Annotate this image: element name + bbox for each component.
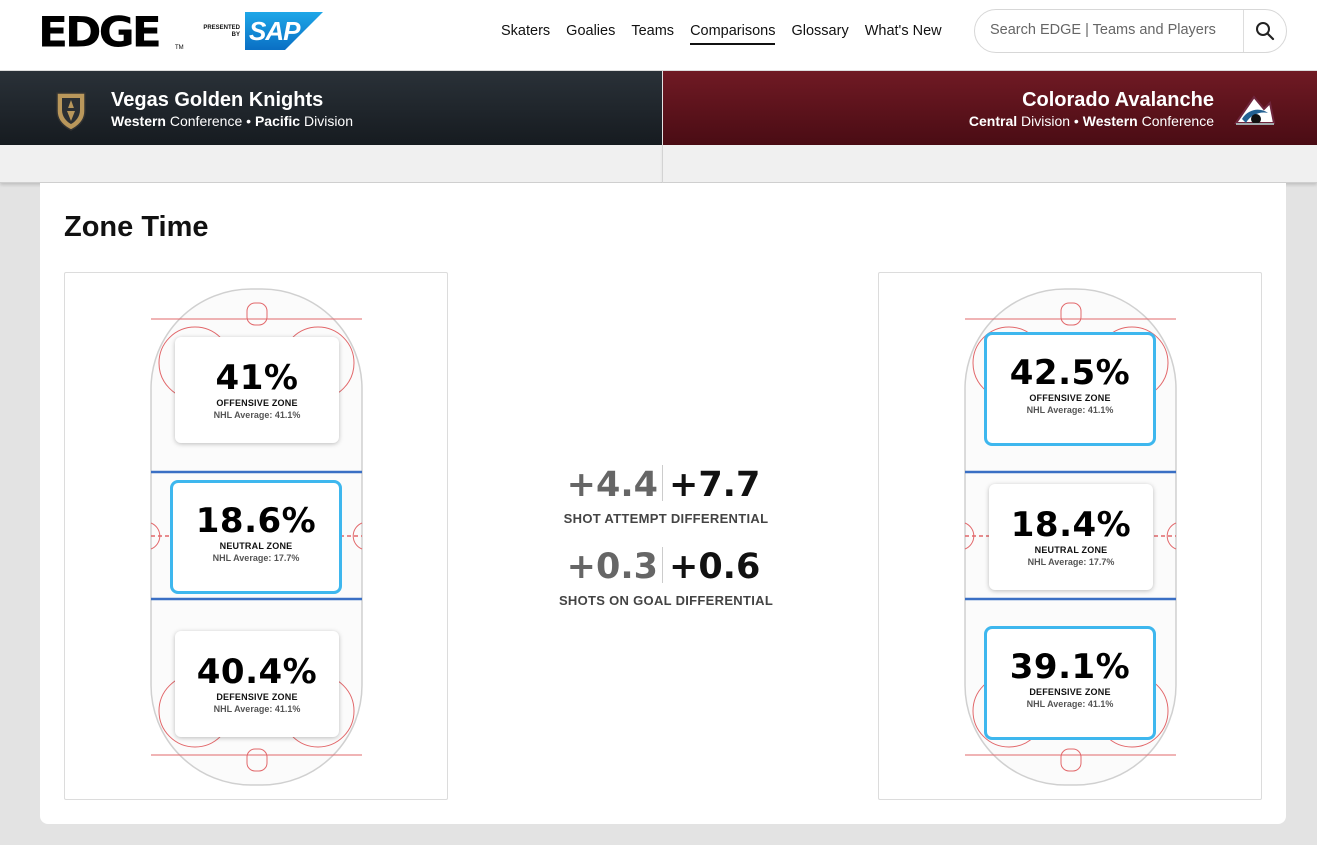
shot-attempt-differential: +4.4 +7.7 SHOT ATTEMPT DIFFERENTIAL <box>536 465 796 526</box>
right-neutral-zone-label: NEUTRAL ZONE <box>1034 545 1108 555</box>
sap-logo-icon <box>245 12 323 50</box>
left-rink-panel: 41% OFFENSIVE ZONE NHL Average: 41.1% 18… <box>64 272 448 800</box>
nav-teams[interactable]: Teams <box>631 23 675 39</box>
right-team-name[interactable]: Colorado Avalanche <box>1022 89 1214 111</box>
left-shot-attempt-diff: +4.4 <box>566 465 658 505</box>
shot-attempt-diff-label: SHOT ATTEMPT DIFFERENTIAL <box>563 511 769 526</box>
left-offensive-zone-pct: 41% <box>215 358 299 398</box>
right-rink-panel: 42.5% OFFENSIVE ZONE NHL Average: 41.1% … <box>878 272 1262 800</box>
left-defensive-zone-avg: NHL Average: 41.1% <box>213 704 301 714</box>
section-title: Zone Time <box>64 211 209 243</box>
right-neutral-zone-pct: 18.4% <box>1010 505 1132 545</box>
left-defensive-zone-card: 40.4% DEFENSIVE ZONE NHL Average: 41.1% <box>175 631 339 737</box>
nav-glossary[interactable]: Glossary <box>791 23 849 39</box>
left-neutral-zone-avg: NHL Average: 17.7% <box>212 553 300 563</box>
subbar-divider <box>662 145 663 183</box>
top-navigation-bar: EDGE TM PRESENTED BY SAP Skaters Goalies… <box>0 0 1317 71</box>
right-team-subtitle: Central Division • Western Conference <box>968 113 1214 129</box>
avalanche-logo-icon <box>1234 95 1276 125</box>
left-subbar <box>0 145 662 183</box>
nav-goalies[interactable]: Goalies <box>566 23 616 39</box>
diff-separator <box>662 547 663 583</box>
right-offensive-zone-label: OFFENSIVE ZONE <box>1029 393 1111 403</box>
nav-whats-new[interactable]: What's New <box>864 23 942 39</box>
diff-separator <box>662 465 663 501</box>
shots-on-goal-differential: +0.3 +0.6 SHOTS ON GOAL DIFFERENTIAL <box>536 547 796 608</box>
right-subbar <box>663 145 1317 183</box>
right-offensive-zone-pct: 42.5% <box>1009 353 1131 393</box>
right-defensive-zone-card: 39.1% DEFENSIVE ZONE NHL Average: 41.1% <box>984 626 1156 740</box>
zone-time-card: Zone Time 41% OFFENSIVE ZONE NHL Average… <box>40 183 1286 824</box>
right-shot-attempt-diff: +7.7 <box>669 465 761 505</box>
main-nav: Skaters Goalies Teams Comparisons Glossa… <box>501 22 958 45</box>
left-neutral-zone-label: NEUTRAL ZONE <box>219 541 293 551</box>
right-neutral-zone-card: 18.4% NEUTRAL ZONE NHL Average: 17.7% <box>989 484 1153 590</box>
left-shots-on-goal-diff: +0.3 <box>566 547 658 587</box>
left-team-subtitle: Western Conference • Pacific Division <box>111 113 353 129</box>
left-offensive-zone-avg: NHL Average: 41.1% <box>213 410 301 420</box>
trademark-mark: TM <box>175 45 184 51</box>
left-offensive-zone-label: OFFENSIVE ZONE <box>216 398 298 408</box>
search-box <box>974 9 1287 53</box>
search-button[interactable] <box>1244 10 1286 52</box>
search-icon <box>1256 22 1275 41</box>
right-defensive-zone-avg: NHL Average: 41.1% <box>1026 699 1114 709</box>
presented-by-label: PRESENTED BY <box>203 25 240 38</box>
left-defensive-zone-label: DEFENSIVE ZONE <box>216 692 298 702</box>
nav-comparisons[interactable]: Comparisons <box>690 22 776 45</box>
right-neutral-zone-avg: NHL Average: 17.7% <box>1027 557 1115 567</box>
left-neutral-zone-card: 18.6% NEUTRAL ZONE NHL Average: 17.7% <box>170 480 342 594</box>
team-banner-right: Colorado Avalanche Central Division • We… <box>663 71 1317 145</box>
right-defensive-zone-label: DEFENSIVE ZONE <box>1029 687 1111 697</box>
left-defensive-zone-pct: 40.4% <box>196 652 318 692</box>
left-neutral-zone-pct: 18.6% <box>195 501 317 541</box>
left-offensive-zone-card: 41% OFFENSIVE ZONE NHL Average: 41.1% <box>175 337 339 443</box>
shots-on-goal-diff-label: SHOTS ON GOAL DIFFERENTIAL <box>558 593 774 608</box>
search-divider <box>1243 10 1244 52</box>
edge-logo[interactable]: EDGE <box>38 8 162 57</box>
right-defensive-zone-pct: 39.1% <box>1009 647 1131 687</box>
right-offensive-zone-card: 42.5% OFFENSIVE ZONE NHL Average: 41.1% <box>984 332 1156 446</box>
right-offensive-zone-avg: NHL Average: 41.1% <box>1026 405 1114 415</box>
left-team-name[interactable]: Vegas Golden Knights <box>111 89 324 111</box>
team-banner-left: Vegas Golden Knights Western Conference … <box>0 71 662 145</box>
search-input[interactable] <box>990 22 1230 38</box>
right-shots-on-goal-diff: +0.6 <box>669 547 761 587</box>
nav-skaters[interactable]: Skaters <box>501 23 551 39</box>
golden-knights-logo-icon <box>56 92 86 131</box>
sponsor-name: SAP <box>249 16 300 46</box>
